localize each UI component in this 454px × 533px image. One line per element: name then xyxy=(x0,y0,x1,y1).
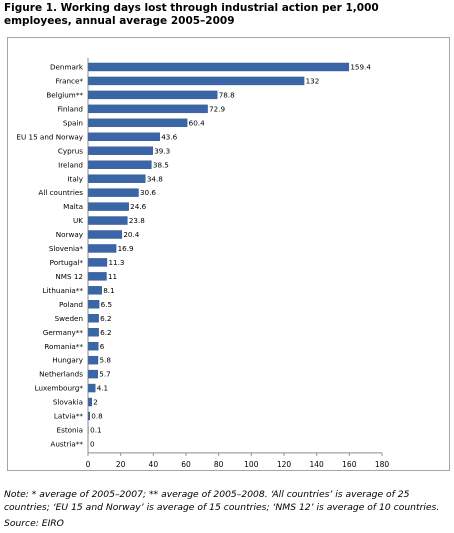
data-label: 43.6 xyxy=(161,132,177,141)
x-tick-label: 20 xyxy=(116,460,126,469)
x-tick-label: 60 xyxy=(181,460,191,469)
bar xyxy=(88,188,139,197)
data-label: 6 xyxy=(100,342,105,351)
y-tick-label: Slovenia* xyxy=(49,244,84,253)
bar xyxy=(88,328,99,337)
y-tick-label: Latvia** xyxy=(54,412,83,421)
bar xyxy=(88,300,100,309)
y-tick-label: Belgium** xyxy=(46,91,83,100)
bar xyxy=(88,272,107,281)
bar xyxy=(88,174,146,183)
bar xyxy=(88,76,305,86)
y-tick-label: Finland xyxy=(57,104,83,113)
bar xyxy=(88,369,99,379)
bar xyxy=(88,160,152,169)
y-tick-label: Italy xyxy=(67,174,83,183)
data-label: 20.4 xyxy=(123,230,139,239)
data-label: 78.8 xyxy=(219,91,235,100)
y-tick-label: Ireland xyxy=(58,160,83,169)
data-label: 4.1 xyxy=(97,384,108,393)
y-tick-label: Sweden xyxy=(55,314,83,323)
figure-source: Source: EIRO xyxy=(4,518,64,529)
x-tick-label: 80 xyxy=(214,460,224,469)
bar xyxy=(88,258,108,267)
y-tick-label: UK xyxy=(73,216,83,225)
bar xyxy=(88,383,96,393)
figure-title: Figure 1. Working days lost through indu… xyxy=(4,2,379,27)
bar xyxy=(88,244,117,253)
data-label: 16.9 xyxy=(118,244,134,253)
x-tick-label: 40 xyxy=(149,460,159,469)
data-label: 8.1 xyxy=(103,286,114,295)
y-tick-label: Romania** xyxy=(44,342,83,351)
y-tick-label: NMS 12 xyxy=(55,272,83,281)
bar xyxy=(88,355,99,365)
y-tick-label: Lithuania** xyxy=(43,286,84,295)
data-label: 11 xyxy=(108,272,117,281)
y-tick-label: Austria** xyxy=(50,440,83,449)
chart-frame: 0 20 40 60 80 100 120 140 160 180 Denmark 159.4 Fran… xyxy=(7,37,450,471)
x-tick-label: 140 xyxy=(310,460,325,469)
bar xyxy=(88,411,91,421)
data-label: 0.8 xyxy=(91,412,103,421)
bar xyxy=(88,202,129,211)
data-label: 11.3 xyxy=(108,258,124,267)
y-tick-label: Malta xyxy=(63,202,83,211)
y-tick-label: EU 15 and Norway xyxy=(16,132,83,141)
bar xyxy=(88,104,208,114)
bar xyxy=(88,216,128,225)
data-label: 0.1 xyxy=(90,426,101,435)
x-tick-label: 120 xyxy=(277,460,292,469)
y-tick-label: France* xyxy=(56,77,84,86)
data-label: 6.5 xyxy=(101,300,112,309)
y-tick-label: Poland xyxy=(59,300,83,309)
y-tick-label: Estonia xyxy=(57,426,83,435)
y-tick-label: Portugal* xyxy=(50,258,84,267)
y-tick-label: Cyprus xyxy=(58,146,83,155)
data-label: 39.3 xyxy=(154,146,170,155)
x-tick-label: 160 xyxy=(342,460,357,469)
bar xyxy=(88,118,188,128)
data-label: 5.7 xyxy=(99,370,110,379)
data-label: 38.5 xyxy=(153,160,169,169)
data-label: 6.2 xyxy=(100,314,111,323)
data-label: 30.6 xyxy=(140,188,156,197)
data-label: 34.8 xyxy=(147,174,163,183)
y-tick-label: All countries xyxy=(38,188,83,197)
y-tick-label: Spain xyxy=(63,118,83,127)
data-label: 72.9 xyxy=(209,104,225,113)
bar xyxy=(88,286,102,295)
data-label: 2 xyxy=(93,398,98,407)
data-label: 5.8 xyxy=(99,356,111,365)
y-tick-label: Denmark xyxy=(50,63,84,72)
bar xyxy=(88,62,350,72)
data-label: 60.4 xyxy=(189,118,205,127)
bar xyxy=(88,146,153,155)
y-tick-label: Luxembourg* xyxy=(35,384,84,393)
x-tick-label: 0 xyxy=(86,460,91,469)
data-label: 159.4 xyxy=(350,63,371,72)
y-tick-label: Slovakia xyxy=(53,398,83,407)
x-tick-label: 100 xyxy=(244,460,259,469)
bar xyxy=(88,397,92,407)
y-tick-label: Norway xyxy=(56,230,84,239)
bar xyxy=(88,341,99,351)
data-label: 0 xyxy=(90,440,95,449)
bar xyxy=(88,230,123,239)
bar xyxy=(88,132,160,141)
y-tick-label: Netherlands xyxy=(39,370,83,379)
x-tick-label: 180 xyxy=(375,460,390,469)
bar xyxy=(88,314,99,323)
data-label: 23.8 xyxy=(129,216,145,225)
data-label: 24.6 xyxy=(130,202,146,211)
y-tick-label: Germany** xyxy=(43,328,84,337)
figure-note: Note: * average of 2005–2007; ** average… xyxy=(4,489,440,513)
data-label: 6.2 xyxy=(100,328,111,337)
data-label: 132 xyxy=(306,77,320,86)
y-tick-label: Hungary xyxy=(52,356,83,365)
bar xyxy=(88,90,218,100)
